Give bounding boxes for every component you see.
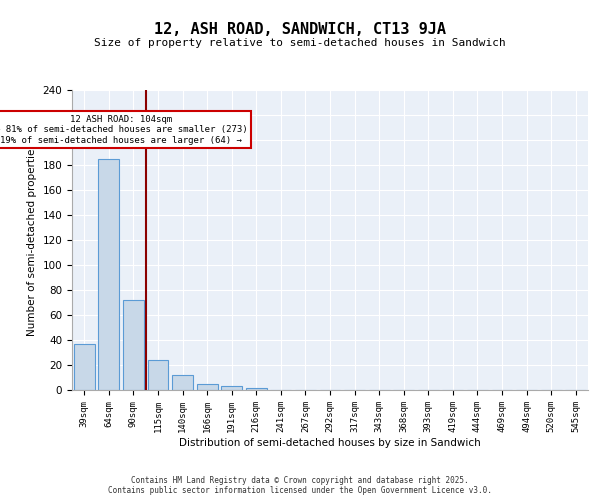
Text: Contains HM Land Registry data © Crown copyright and database right 2025.
Contai: Contains HM Land Registry data © Crown c… (108, 476, 492, 495)
Text: Size of property relative to semi-detached houses in Sandwich: Size of property relative to semi-detach… (94, 38, 506, 48)
Text: 12 ASH ROAD: 104sqm
← 81% of semi-detached houses are smaller (273)
19% of semi-: 12 ASH ROAD: 104sqm ← 81% of semi-detach… (0, 115, 247, 145)
Bar (74, 344, 95, 390)
Bar (221, 386, 242, 390)
Bar (197, 384, 218, 390)
X-axis label: Distribution of semi-detached houses by size in Sandwich: Distribution of semi-detached houses by … (179, 438, 481, 448)
Bar (148, 360, 169, 390)
Text: 12, ASH ROAD, SANDWICH, CT13 9JA: 12, ASH ROAD, SANDWICH, CT13 9JA (154, 22, 446, 38)
Y-axis label: Number of semi-detached properties: Number of semi-detached properties (27, 144, 37, 336)
Bar (123, 300, 144, 390)
Bar (172, 375, 193, 390)
Bar (246, 388, 267, 390)
Bar (98, 159, 119, 390)
